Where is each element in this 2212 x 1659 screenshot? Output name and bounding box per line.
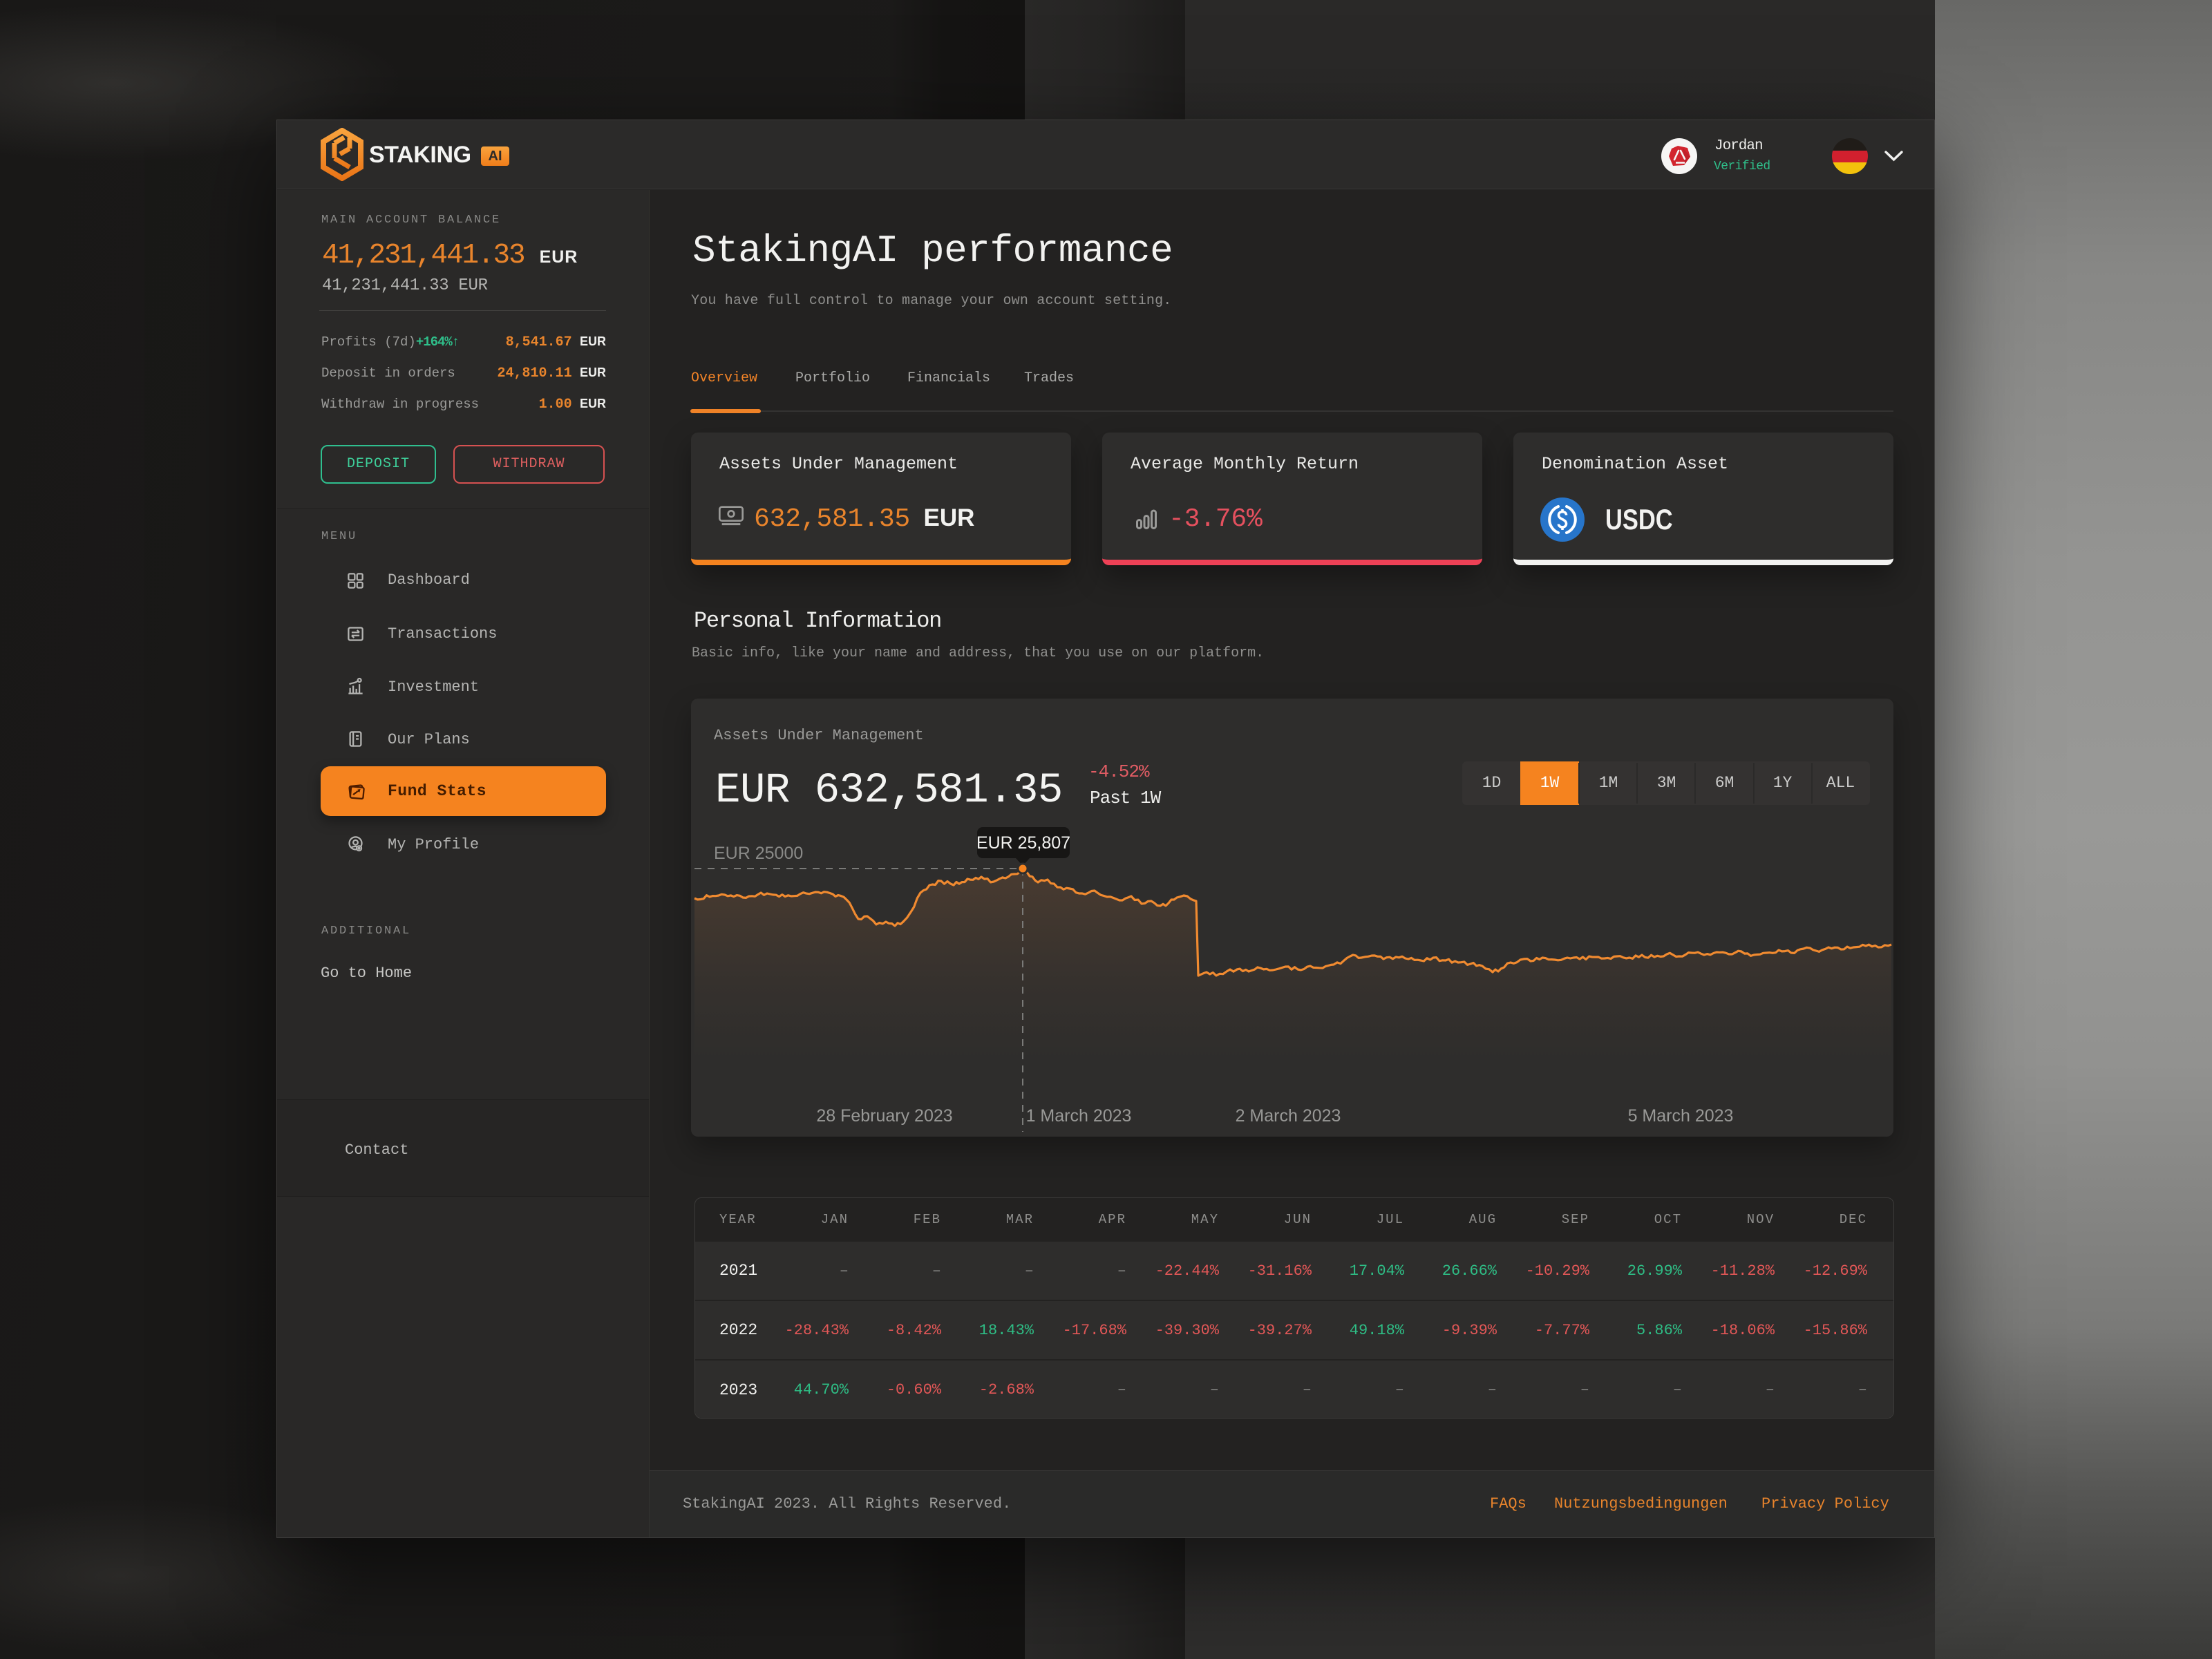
svg-text:2 March 2023: 2 March 2023 <box>1236 1106 1341 1126</box>
svg-text:28 February 2023: 28 February 2023 <box>816 1106 952 1126</box>
svg-text:EUR 25000: EUR 25000 <box>714 844 803 863</box>
svg-text:1 March 2023: 1 March 2023 <box>1026 1106 1132 1126</box>
svg-text:5 March 2023: 5 March 2023 <box>1628 1106 1734 1126</box>
svg-text:EUR 25,807: EUR 25,807 <box>976 833 1070 853</box>
